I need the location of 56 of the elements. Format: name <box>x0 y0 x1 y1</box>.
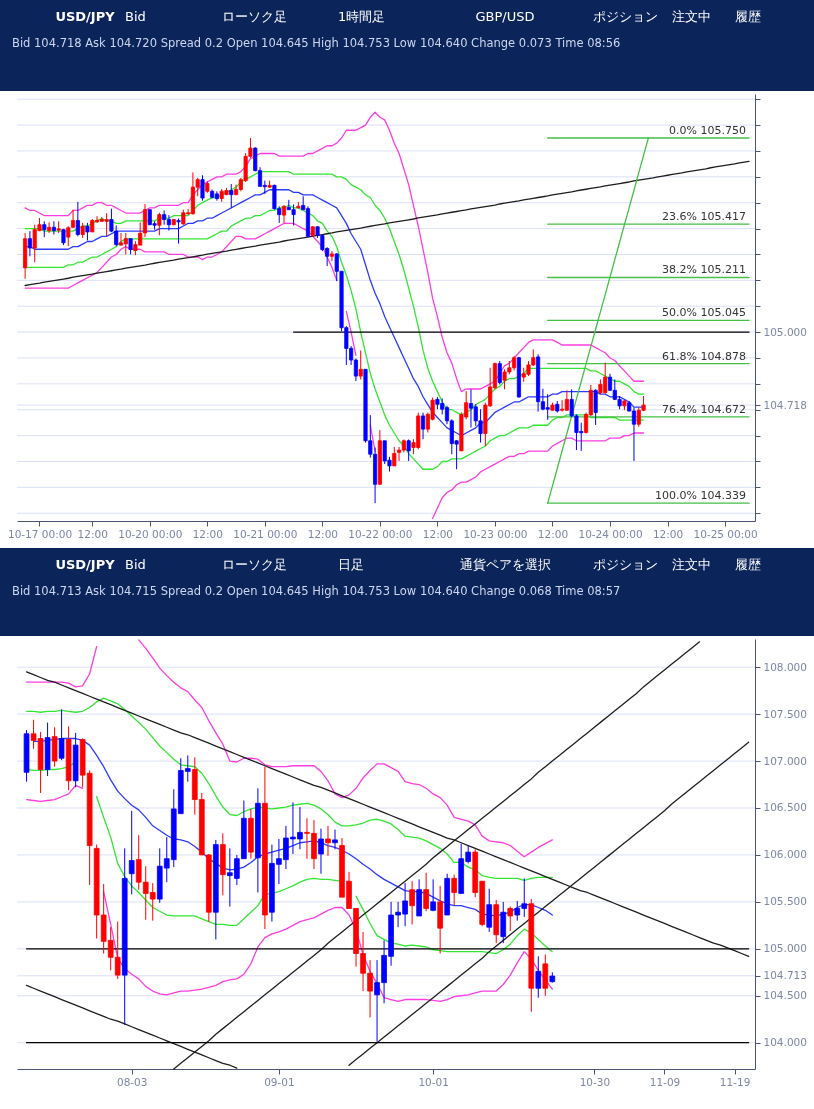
text: 注文中 <box>672 9 711 24</box>
series-label: 100.0% 104.339 <box>655 489 747 503</box>
x-tick-label: 10-24 00:00 <box>578 527 643 540</box>
x-tick-label: 12:00 <box>537 527 569 540</box>
series-label: 50.0% 105.045 <box>662 306 747 320</box>
y-tick-label: 108.000 <box>763 660 807 673</box>
x-tick-label: 10-01 <box>418 1075 449 1088</box>
x-tick-label: 12:00 <box>192 527 223 540</box>
series-label: 38.2% 105.211 <box>662 263 747 277</box>
series-label: 0.0% 105.750 <box>669 123 747 137</box>
x-tick-label: 12:00 <box>77 527 108 540</box>
y-tick-label: 106.500 <box>763 801 807 814</box>
x-tick-label: 11-19 <box>719 1075 751 1088</box>
chart-subtitle: Bid 104.718 Ask 104.720 Spread 0.2 Open 104.645 High 104.753 Low 104.640 Change 0.073 Time 08:56 <box>12 36 621 50</box>
x-tick-label: 08-03 <box>116 1075 148 1088</box>
text: 注文中 <box>672 557 711 572</box>
series-label: 76.4% 104.672 <box>662 402 747 416</box>
text: ポジション <box>593 557 658 572</box>
y-tick-label: 105.000 <box>763 325 807 338</box>
y-tick-label: 104.713 <box>763 969 807 982</box>
y-tick-label: 105.500 <box>763 895 807 908</box>
y-tick-label: 104.000 <box>763 1036 807 1049</box>
y-tick-label: 106.000 <box>763 848 807 861</box>
text: 履歴 <box>735 557 761 572</box>
x-tick-label: 10-25 00:00 <box>693 527 758 540</box>
x-tick-label: 10-22 00:00 <box>348 527 413 540</box>
text: GBP/USD <box>475 9 535 24</box>
x-tick-label: 10-23 00:00 <box>463 527 528 540</box>
x-tick-label: 10-20 00:00 <box>118 527 183 540</box>
x-tick-label: 09-01 <box>264 1075 295 1088</box>
y-tick-label: 104.500 <box>763 989 807 1002</box>
series-label: 61.8% 104.878 <box>662 349 747 363</box>
x-tick-label: 12:00 <box>422 527 454 540</box>
x-tick-label: 12:00 <box>652 527 684 540</box>
text: ポジション <box>593 9 658 24</box>
text: 通貨ペアを選択 <box>459 557 551 572</box>
y-tick-label: 107.500 <box>763 707 807 720</box>
chart-title: USD/JPY <box>55 557 116 572</box>
x-tick-label: 10-17 00:00 <box>7 527 73 540</box>
text: 履歴 <box>735 9 761 24</box>
text: ローソク足 <box>222 9 287 24</box>
text: ローソク足 <box>222 557 287 572</box>
chart-title: USD/JPY <box>55 9 116 24</box>
x-tick-label: 10-30 <box>579 1075 611 1088</box>
y-tick-label: 107.000 <box>763 754 807 767</box>
text: 日足 <box>338 557 364 572</box>
series-label: 23.6% 105.417 <box>662 210 747 224</box>
text: Bid <box>125 9 146 24</box>
x-tick-label: 11-09 <box>649 1075 681 1088</box>
x-tick-label: 10-21 00:00 <box>233 527 298 540</box>
chart-subtitle: Bid 104.713 Ask 104.715 Spread 0.2 Open 104.645 High 104.753 Low 104.640 Change 0.068 Time 08:57 <box>12 584 621 598</box>
y-tick-label: 104.718 <box>763 398 807 411</box>
x-tick-label: 12:00 <box>307 527 338 540</box>
y-tick-label: 105.000 <box>763 942 807 955</box>
text: Bid <box>125 557 146 572</box>
text: 1時間足 <box>338 9 386 24</box>
